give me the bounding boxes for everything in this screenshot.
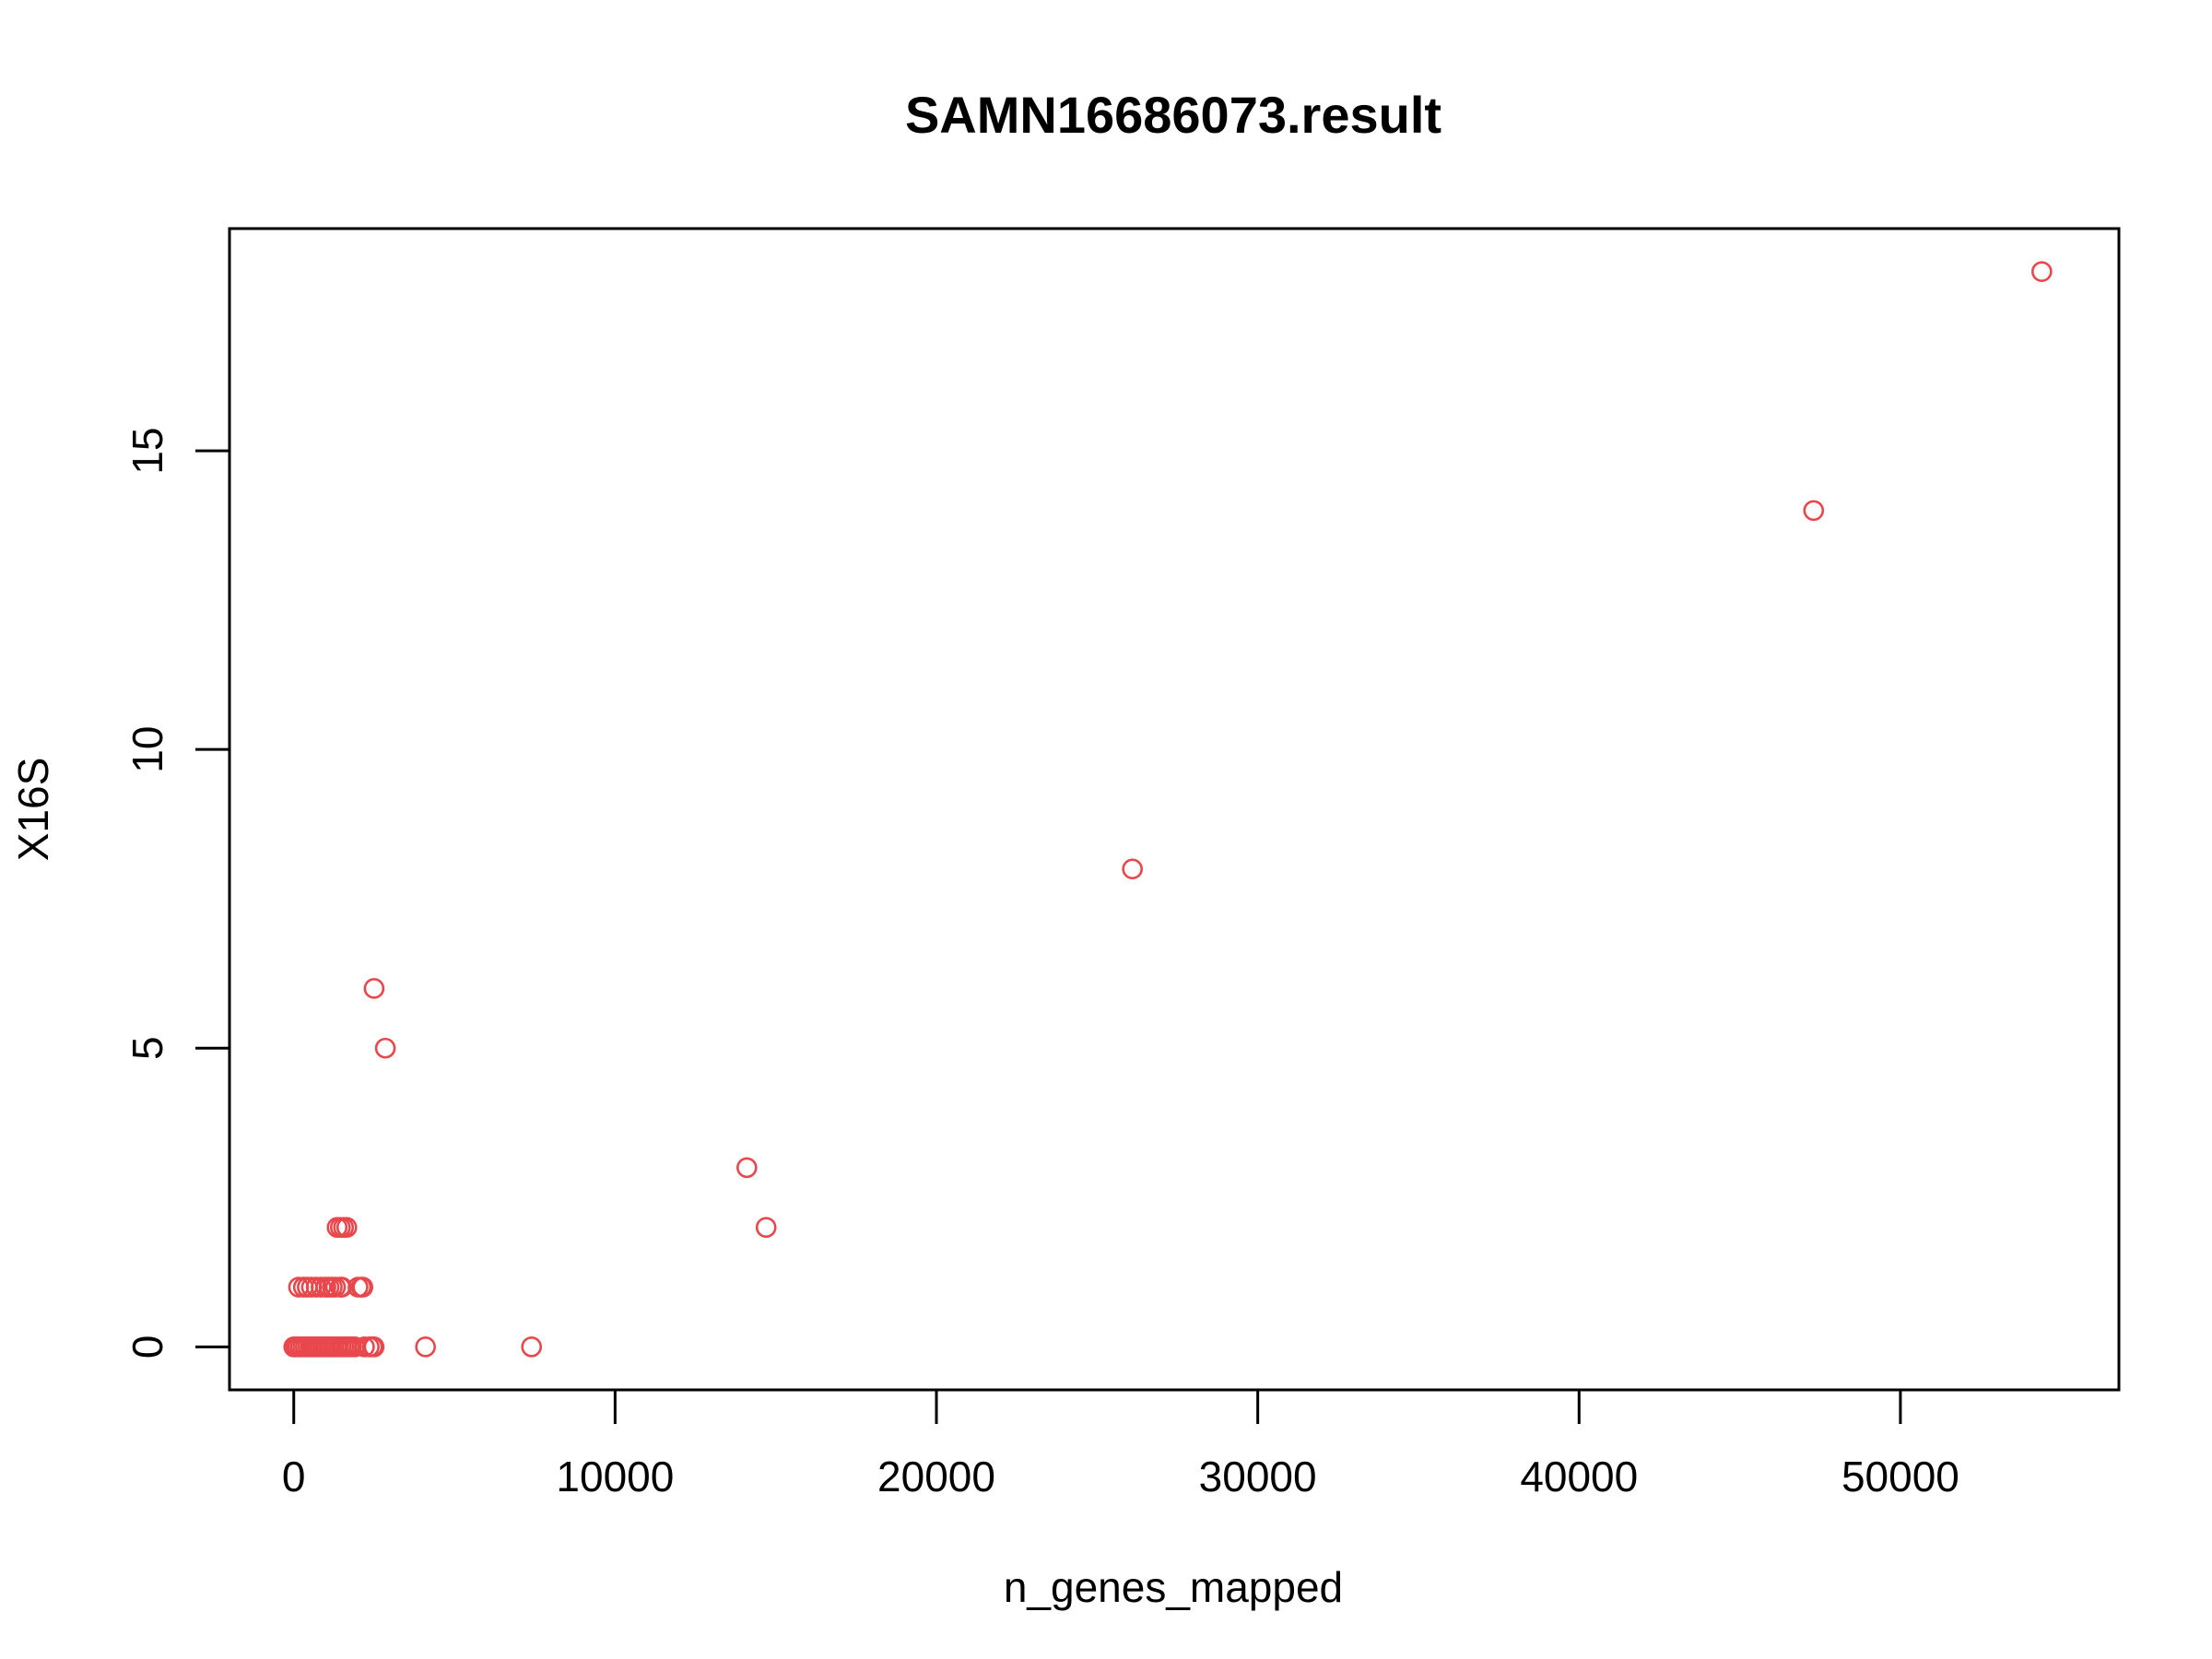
y-tick-label: 15 [124, 428, 171, 475]
data-point [335, 1217, 358, 1239]
y-tick-label: 5 [124, 1036, 171, 1060]
y-axis: 0 5 10 15 [124, 428, 231, 1359]
data-point [352, 1277, 373, 1298]
data-point [374, 1037, 396, 1059]
y-tick-label: 10 [124, 726, 171, 773]
data-point [415, 1336, 436, 1358]
chart-title: SAMN16686073.result [905, 86, 1441, 144]
data-point [1122, 858, 1143, 880]
data-points [283, 261, 2053, 1358]
x-tick-label: 10000 [556, 1453, 674, 1500]
x-axis: 0 10000 20000 30000 40000 50000 [282, 1388, 1959, 1500]
y-tick-label: 0 [124, 1335, 171, 1359]
x-tick-label: 50000 [1841, 1453, 1959, 1500]
x-tick-label: 30000 [1199, 1453, 1317, 1500]
data-point [1803, 500, 1825, 522]
x-tick-label: 0 [282, 1453, 306, 1500]
data-point [736, 1157, 758, 1179]
data-point [521, 1336, 543, 1358]
data-point [363, 978, 385, 999]
data-point [363, 1336, 385, 1358]
x-tick-label: 20000 [877, 1453, 995, 1500]
data-point [755, 1217, 777, 1239]
x-tick-label: 40000 [1520, 1453, 1638, 1500]
plot-frame [228, 227, 2121, 1392]
data-point [2031, 261, 2053, 282]
y-axis-label: X16S [9, 758, 57, 862]
x-axis-label: n_genes_mapped [1004, 1563, 1343, 1611]
